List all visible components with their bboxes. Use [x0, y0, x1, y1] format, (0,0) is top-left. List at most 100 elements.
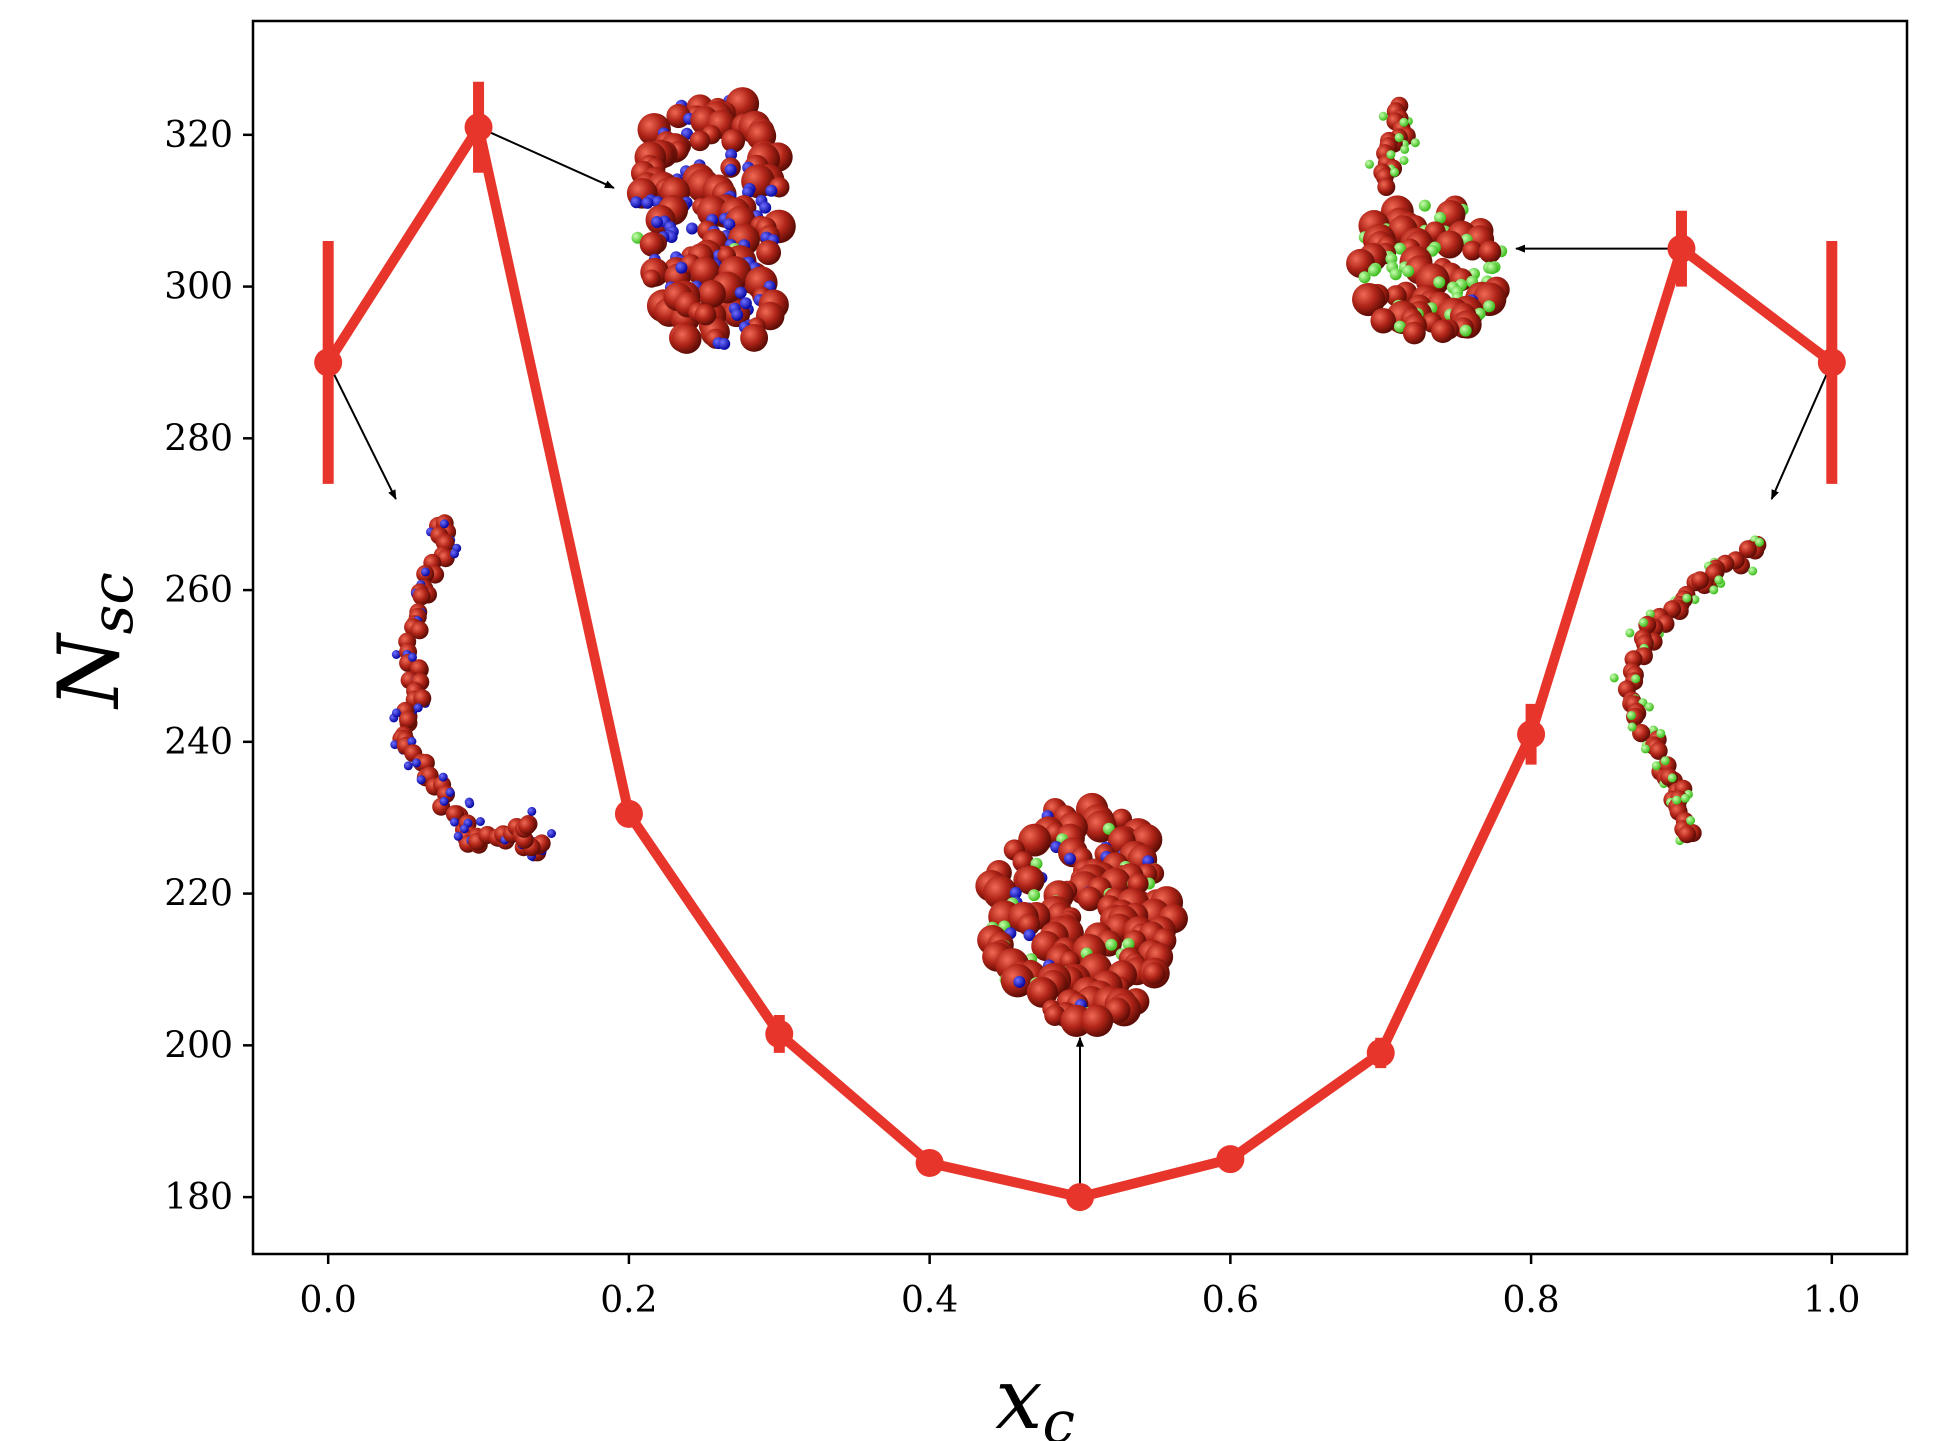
red-bead: [694, 303, 717, 326]
red-bead: [1015, 865, 1045, 895]
green-bead: [1393, 242, 1406, 255]
red-bead: [518, 816, 537, 835]
data-point: [1216, 1145, 1245, 1174]
blue-bead: [630, 196, 643, 209]
green-bead: [1410, 138, 1420, 148]
green-bead: [1393, 320, 1406, 333]
green-bead: [1394, 133, 1404, 143]
blue-bead: [450, 817, 459, 827]
green-bead: [1483, 300, 1496, 313]
data-point: [614, 799, 643, 828]
red-bead: [1649, 741, 1668, 760]
red-bead: [412, 587, 431, 606]
red-bead: [1352, 282, 1386, 317]
red-bead: [1346, 248, 1376, 278]
y-tick-label: 200: [164, 1025, 233, 1066]
green-bead: [1690, 595, 1700, 605]
blue-bead: [411, 758, 421, 768]
green-bead: [1028, 889, 1041, 902]
green-bead: [1365, 159, 1374, 169]
red-bead: [642, 269, 661, 288]
blue-bead: [453, 831, 463, 841]
red-bead: [1478, 240, 1502, 264]
blue-bead: [438, 772, 448, 782]
red-bead: [690, 256, 720, 287]
green-bead: [1639, 618, 1648, 627]
red-bead: [1081, 1004, 1114, 1037]
green-bead: [1626, 711, 1636, 720]
blue-bead: [439, 796, 449, 806]
y-tick-label: 320: [164, 115, 233, 156]
data-point: [1366, 1038, 1395, 1067]
data-point: [1517, 720, 1546, 749]
blue-bead: [686, 222, 698, 235]
blue-bead: [459, 824, 469, 834]
blue-bead: [1063, 852, 1076, 865]
x-axis-label: xc: [995, 1350, 1075, 1441]
blue-bead: [739, 297, 752, 310]
green-bead: [1748, 566, 1758, 576]
blue-bead: [527, 806, 537, 816]
green-bead: [1627, 722, 1637, 732]
red-bead: [413, 689, 432, 708]
blue-bead: [641, 196, 654, 209]
blue-bead: [723, 218, 736, 231]
green-bead: [1640, 744, 1650, 754]
compact-chain-green-inset-top: [1365, 96, 1420, 196]
red-bead: [1018, 823, 1052, 857]
blue-bead: [731, 308, 744, 321]
green-bead: [1625, 628, 1635, 638]
blue-bead: [1009, 886, 1022, 899]
green-bead: [1434, 211, 1446, 224]
blue-bead: [724, 163, 737, 176]
x-tick-label: 1.0: [1803, 1280, 1860, 1321]
red-bead: [671, 324, 702, 354]
red-bead: [1435, 230, 1464, 259]
red-bead: [1462, 240, 1483, 261]
blue-bead: [675, 261, 688, 274]
green-bead: [1631, 674, 1641, 684]
green-bead: [1714, 575, 1724, 585]
y-tick-label: 240: [164, 722, 233, 763]
blue-bead: [759, 201, 772, 214]
green-bead: [1399, 156, 1409, 165]
y-tick-label: 300: [164, 267, 233, 308]
blue-bead: [450, 549, 459, 559]
green-bead: [1651, 761, 1661, 771]
series-line: [323, 122, 1835, 1203]
red-bead: [756, 240, 782, 266]
data-point: [464, 113, 493, 142]
x-tick-label: 0.4: [901, 1280, 958, 1321]
blue-bead: [1013, 975, 1026, 988]
red-bead: [1402, 321, 1426, 345]
red-bead: [689, 130, 711, 152]
green-bead: [1418, 199, 1431, 212]
data-point: [1817, 348, 1846, 377]
green-bead: [1755, 537, 1764, 547]
green-bead: [1105, 938, 1118, 951]
blue-bead: [416, 775, 426, 785]
red-bead: [399, 710, 417, 729]
green-bead: [1399, 117, 1409, 127]
blue-bead: [421, 567, 430, 577]
green-bead: [1644, 702, 1654, 712]
extended-chain-blue-inset: [389, 514, 556, 862]
blue-bead: [475, 817, 485, 826]
red-bead: [1044, 1004, 1066, 1026]
data-point: [765, 1019, 794, 1048]
green-bead: [1400, 144, 1410, 154]
blue-bead: [413, 703, 423, 713]
red-bead: [1632, 724, 1651, 742]
x-tick-label: 0.2: [600, 1280, 657, 1321]
blue-bead: [651, 216, 663, 228]
green-bead: [1656, 728, 1666, 738]
blue-bead: [408, 652, 417, 662]
red-bead: [1077, 886, 1103, 912]
data-point: [915, 1148, 944, 1177]
red-bead: [639, 232, 665, 257]
y-tick-label: 180: [164, 1177, 233, 1218]
green-bead: [1486, 262, 1499, 275]
red-bead: [410, 621, 429, 640]
red-bead: [445, 805, 464, 824]
